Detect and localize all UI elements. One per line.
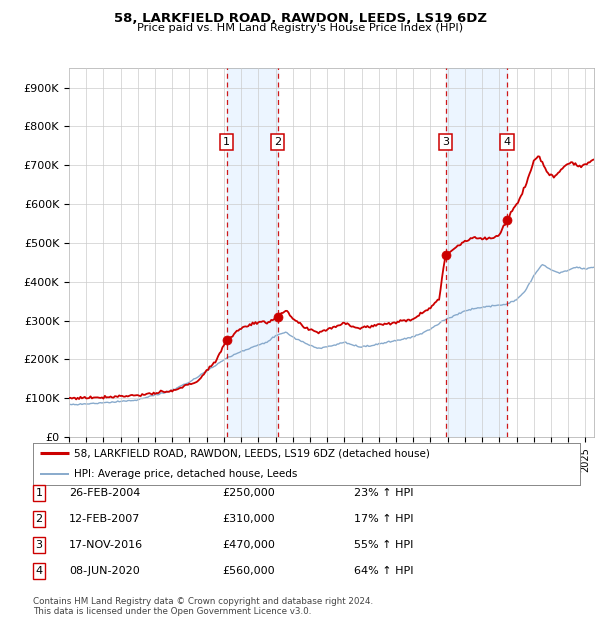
Text: 08-JUN-2020: 08-JUN-2020: [69, 566, 140, 576]
Text: 2: 2: [35, 514, 43, 524]
Text: This data is licensed under the Open Government Licence v3.0.: This data is licensed under the Open Gov…: [33, 607, 311, 616]
Text: Price paid vs. HM Land Registry's House Price Index (HPI): Price paid vs. HM Land Registry's House …: [137, 23, 463, 33]
Text: 3: 3: [35, 540, 43, 550]
Text: £470,000: £470,000: [222, 540, 275, 550]
Text: 26-FEB-2004: 26-FEB-2004: [69, 488, 140, 498]
Text: 1: 1: [35, 488, 43, 498]
Text: 17% ↑ HPI: 17% ↑ HPI: [354, 514, 413, 524]
Bar: [227, 68, 278, 437]
Text: 58, LARKFIELD ROAD, RAWDON, LEEDS, LS19 6DZ: 58, LARKFIELD ROAD, RAWDON, LEEDS, LS19 …: [113, 12, 487, 25]
Text: 12-FEB-2007: 12-FEB-2007: [69, 514, 140, 524]
Text: 64% ↑ HPI: 64% ↑ HPI: [354, 566, 413, 576]
Text: 55% ↑ HPI: 55% ↑ HPI: [354, 540, 413, 550]
Text: £560,000: £560,000: [222, 566, 275, 576]
Text: 58, LARKFIELD ROAD, RAWDON, LEEDS, LS19 6DZ (detached house): 58, LARKFIELD ROAD, RAWDON, LEEDS, LS19 …: [74, 448, 430, 458]
Text: Contains HM Land Registry data © Crown copyright and database right 2024.: Contains HM Land Registry data © Crown c…: [33, 597, 373, 606]
Text: 4: 4: [35, 566, 43, 576]
Text: £310,000: £310,000: [222, 514, 275, 524]
Text: 2: 2: [274, 137, 281, 147]
Text: £250,000: £250,000: [222, 488, 275, 498]
Text: 3: 3: [442, 137, 449, 147]
Text: 17-NOV-2016: 17-NOV-2016: [69, 540, 143, 550]
Text: 23% ↑ HPI: 23% ↑ HPI: [354, 488, 413, 498]
Text: 1: 1: [223, 137, 230, 147]
Text: 4: 4: [503, 137, 511, 147]
Bar: [446, 68, 507, 437]
Text: HPI: Average price, detached house, Leeds: HPI: Average price, detached house, Leed…: [74, 469, 298, 479]
